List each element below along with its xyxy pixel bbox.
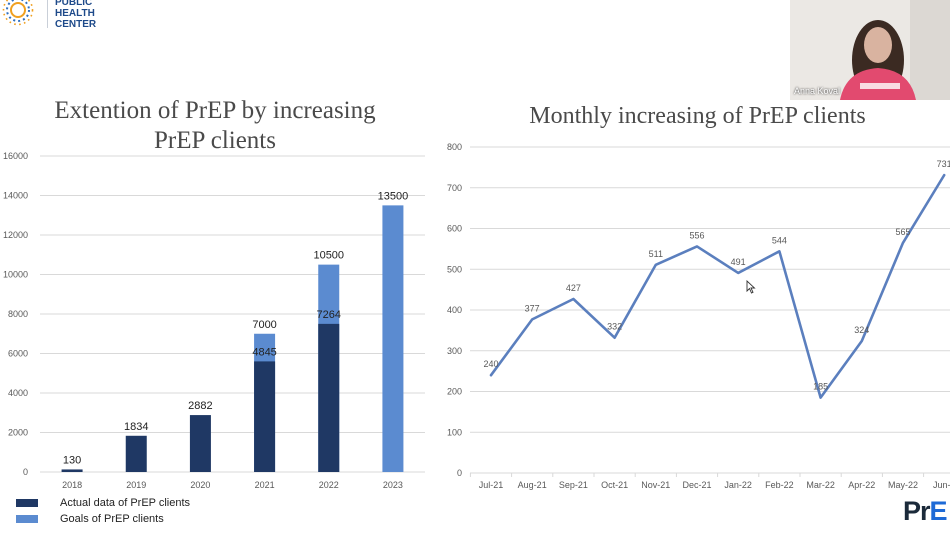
bar-data-label: 13500 <box>378 190 409 202</box>
bar-y-tick-label: 4000 <box>8 388 28 398</box>
line-x-tick-label: Nov-21 <box>641 480 670 490</box>
monthly-clients-line <box>489 173 946 399</box>
line-x-tick-label: May-22 <box>888 480 918 490</box>
line-data-label: 491 <box>731 257 746 267</box>
bar-data-label: 7000 <box>252 319 276 331</box>
legend-item-goals: Goals of PrEP clients <box>16 511 190 527</box>
line-data-label: 185 <box>813 382 828 392</box>
line-data-label: 731 <box>937 159 950 169</box>
line-x-tick-label: Dec-21 <box>682 480 711 490</box>
actual-bar <box>189 415 211 472</box>
bar-data-label: 130 <box>63 454 81 466</box>
line-y-tick-label: 600 <box>447 224 462 234</box>
line-x-tick-label: Jul-21 <box>479 480 504 490</box>
bar-chart-legend: Actual data of PrEP clients Goals of PrE… <box>16 495 190 527</box>
line-y-tick-label: 0 <box>457 468 462 478</box>
logo-text: PUBLIC HEALTH CENTER <box>55 0 96 30</box>
line-y-tick-label: 700 <box>447 183 462 193</box>
bar-x-tick-label: 2020 <box>190 480 210 490</box>
line-y-tick-label: 800 <box>447 142 462 152</box>
actual-bar <box>61 469 83 472</box>
legend-swatch-goals <box>16 515 38 523</box>
actual-bar <box>318 323 340 472</box>
line-x-tick-label: Feb-22 <box>765 480 794 490</box>
bar-y-tick-label: 16000 <box>3 151 28 161</box>
line-x-tick-label: Oct-21 <box>601 480 628 490</box>
line-data-label: 377 <box>525 303 540 313</box>
logo-line-3: CENTER <box>55 19 97 30</box>
bar-x-tick-label: 2023 <box>383 480 403 490</box>
line-x-tick-label: Aug-21 <box>518 480 547 490</box>
webcam-tile[interactable]: Anna Koval <box>790 0 950 100</box>
bar-y-tick-label: 12000 <box>3 230 28 240</box>
line-data-label: 565 <box>895 227 910 237</box>
line-chart-title: Monthly increasing of PrEP clients <box>529 103 866 129</box>
actual-bar <box>254 361 276 472</box>
line-x-tick-label: Jan-22 <box>724 480 752 490</box>
line-x-tick-label: Mar-22 <box>806 480 835 490</box>
line-y-tick-label: 200 <box>447 387 462 397</box>
bar-data-label: 1834 <box>124 421 148 433</box>
line-data-label: 511 <box>649 249 663 259</box>
bar-data-label: 4845 <box>252 346 276 358</box>
legend-label-actual: Actual data of PrEP clients <box>60 497 191 509</box>
public-health-center-logo: PUBLIC HEALTH CENTER <box>0 0 120 32</box>
bar-data-label: 7264 <box>317 309 341 321</box>
legend-label-goals: Goals of PrEP clients <box>60 513 164 525</box>
line-data-label: 556 <box>689 230 704 240</box>
line-data-label: 240 <box>483 359 498 369</box>
mouse-cursor-icon <box>746 280 756 294</box>
line-y-tick-label: 100 <box>447 427 462 437</box>
bar-y-tick-label: 8000 <box>8 309 28 319</box>
line-x-tick-label: Jun-2 <box>933 480 950 490</box>
bar-x-tick-label: 2021 <box>255 480 275 490</box>
legend-item-actual: Actual data of PrEP clients <box>16 495 190 511</box>
participant-video-icon <box>790 0 950 100</box>
bar-data-label: 10500 <box>313 250 344 262</box>
actual-bar <box>125 435 147 472</box>
bar-x-tick-label: 2018 <box>62 480 82 490</box>
bar-data-label: 2882 <box>188 400 212 412</box>
legend-swatch-actual <box>16 499 38 507</box>
line-y-tick-label: 400 <box>447 305 462 315</box>
bar-chart-title: Extention of PrEP by increasing PrEP cli… <box>54 97 376 154</box>
bar-y-tick-label: 2000 <box>8 428 28 438</box>
sun-dots-logo-icon <box>2 0 34 26</box>
line-x-tick-label: Sep-21 <box>559 480 588 490</box>
goal-bar <box>382 205 404 472</box>
line-data-label: 427 <box>566 283 581 293</box>
participant-name: Anna Koval <box>794 86 841 96</box>
bar-x-tick-label: 2019 <box>126 480 146 490</box>
brand-text-dark: Pr <box>903 496 931 526</box>
logo-line-1: PUBLIC <box>55 0 93 8</box>
bar-y-tick-label: 6000 <box>8 349 28 359</box>
logo-divider <box>47 0 48 28</box>
bar-y-tick-label: 10000 <box>3 270 28 280</box>
line-y-tick-label: 500 <box>447 264 462 274</box>
line-data-label: 332 <box>607 322 622 332</box>
bar-x-tick-label: 2022 <box>319 480 339 490</box>
line-x-tick-label: Apr-22 <box>848 480 875 490</box>
logo-line-2: HEALTH <box>55 8 95 19</box>
line-data-label: 324 <box>854 325 869 335</box>
bar-y-tick-label: 14000 <box>3 191 28 201</box>
prep-brand-logo: PrE <box>903 496 948 527</box>
line-y-tick-label: 300 <box>447 346 462 356</box>
line-data-label: 544 <box>772 235 787 245</box>
brand-text-accent: E <box>929 496 948 526</box>
bar-y-tick-label: 0 <box>23 467 28 477</box>
